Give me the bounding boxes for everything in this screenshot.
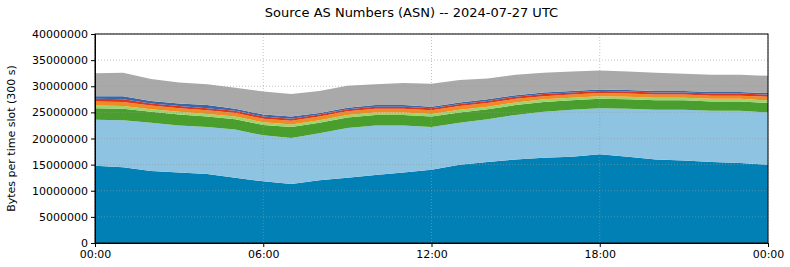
tick-label: 30000000 — [32, 80, 88, 93]
tick-label: 25000000 — [32, 106, 88, 119]
tick-label: 35000000 — [32, 54, 88, 67]
tick-mark — [91, 139, 95, 140]
x-axis: 00:00 06:00 12:00 18:00 00:00 — [80, 243, 785, 261]
tick-label: 12:00 — [416, 248, 448, 261]
tick: 06:00 — [248, 243, 280, 261]
tick-mark — [432, 243, 433, 247]
plot: 0500000010000000150000002000000025000000… — [32, 28, 784, 261]
tick-mark — [91, 112, 95, 113]
tick-mark — [768, 243, 769, 247]
tick-label: 00:00 — [80, 248, 112, 261]
tick-mark — [91, 217, 95, 218]
grid-line — [95, 60, 768, 61]
tick-mark — [91, 34, 95, 35]
grid-line — [263, 34, 264, 243]
tick: 40000000 — [32, 28, 95, 41]
axis-line — [91, 35, 96, 244]
grid-line — [95, 164, 768, 165]
tick-mark — [263, 243, 264, 247]
grid-line — [431, 34, 432, 243]
y-axis: 0500000010000000150000002000000025000000… — [32, 28, 96, 250]
tick-label: 5000000 — [39, 211, 88, 224]
tick: 5000000 — [39, 211, 95, 224]
tick-label: 00:00 — [753, 248, 785, 261]
tick: 30000000 — [32, 80, 95, 93]
tick-label: 10000000 — [32, 185, 88, 198]
tick: 25000000 — [32, 106, 95, 119]
grid — [95, 34, 768, 243]
tick: 20000000 — [32, 133, 95, 146]
axis-line — [96, 244, 769, 248]
tick: 10000000 — [32, 185, 95, 198]
tick: 35000000 — [32, 54, 95, 67]
tick-label: 20000000 — [32, 133, 88, 146]
tick: 00:00 — [80, 243, 112, 261]
tick: 00:00 — [753, 243, 785, 261]
frame — [95, 34, 768, 243]
tick-mark — [600, 243, 601, 247]
tick-mark — [91, 191, 95, 192]
tick-label: 18:00 — [584, 248, 616, 261]
y-axis-title: Bytes per time slot (300 s) — [5, 65, 18, 212]
tick: 12:00 — [416, 243, 448, 261]
tick-mark — [95, 243, 96, 247]
tick: 18:00 — [584, 243, 616, 261]
tick-label: 15000000 — [32, 159, 88, 172]
tick-label: 06:00 — [248, 248, 280, 261]
grid-line — [599, 34, 600, 243]
tick-mark — [91, 86, 95, 87]
chart: 0500000010000000150000002000000025000000… — [0, 0, 790, 267]
grid-line — [95, 138, 768, 139]
tick-mark — [91, 243, 95, 244]
title: Source AS Numbers (ASN) -- 2024-07-27 UT… — [265, 5, 558, 20]
tick-mark — [91, 60, 95, 61]
tick-label: 40000000 — [32, 28, 88, 41]
tick: 15000000 — [32, 159, 95, 172]
tick-mark — [91, 165, 95, 166]
